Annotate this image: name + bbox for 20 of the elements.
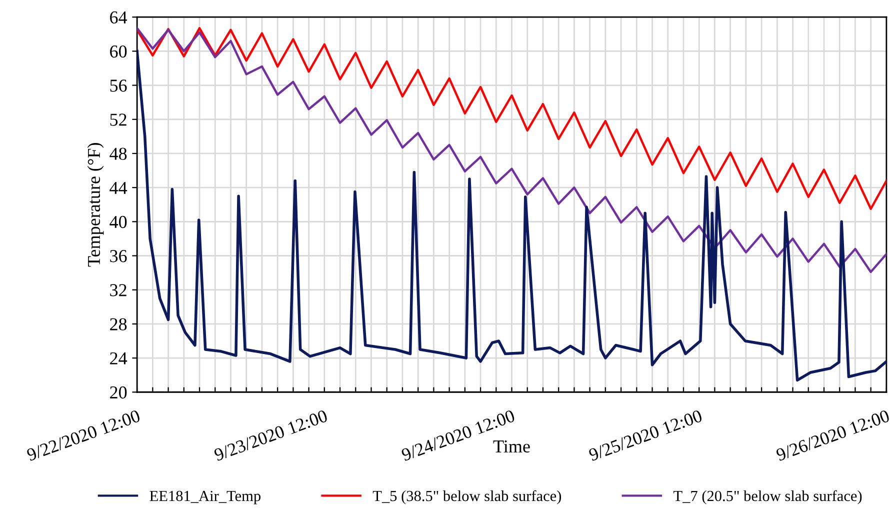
y-axis-title: Temperature (°F) <box>87 143 104 267</box>
y-tick-label: 52 <box>110 114 126 126</box>
y-tick-label: 64 <box>110 11 128 24</box>
line-series <box>137 27 886 274</box>
legend-label: T_5 (38.5" below slab surface) <box>372 490 562 504</box>
line-series <box>137 50 886 382</box>
y-tick-label: 28 <box>110 318 127 330</box>
y-tick-label: 36 <box>110 250 127 262</box>
y-tick-label: 24 <box>110 352 128 364</box>
y-tick-label: 56 <box>110 80 127 92</box>
y-tick-label: 20 <box>110 386 127 399</box>
y-tick-label: 44 <box>110 182 128 194</box>
y-tick-label: 32 <box>110 284 126 296</box>
legend-label: T_7 (20.5" below slab surface) <box>674 490 862 504</box>
legend-label: EE181_Air_Temp <box>150 490 260 504</box>
y-tick-label: 48 <box>110 148 127 160</box>
y-tick-label: 40 <box>110 216 127 228</box>
x-axis-title: Time <box>493 440 530 453</box>
line-series <box>137 27 886 210</box>
y-tick-label: 60 <box>110 45 127 58</box>
